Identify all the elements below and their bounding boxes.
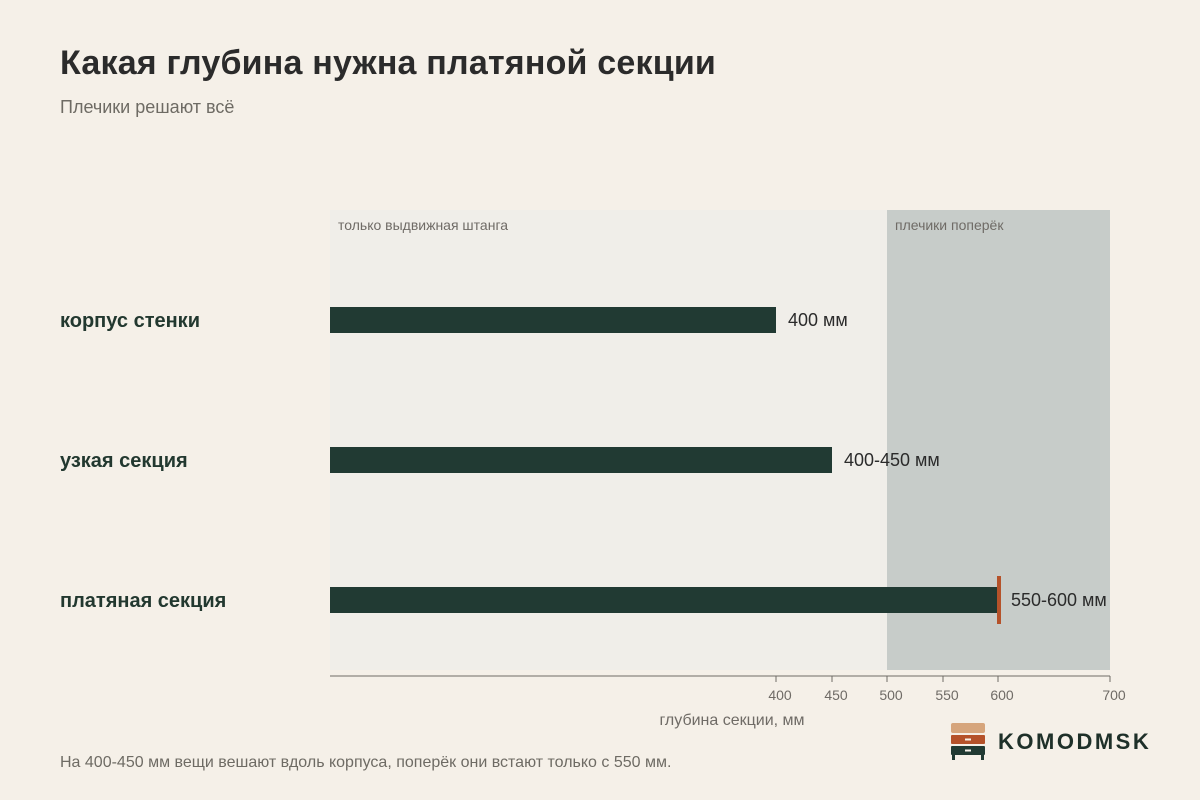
bar — [330, 307, 776, 333]
category-label: платяная секция — [60, 590, 226, 612]
brand-name: KOMODMSK — [998, 729, 1152, 754]
x-tick-label: 450 — [824, 687, 848, 703]
value-label: 550-600 мм — [1011, 590, 1107, 610]
x-tick-label: 400 — [768, 687, 792, 703]
footnote: На 400-450 мм вещи вешают вдоль корпуса,… — [60, 754, 672, 771]
x-axis-title: глубина секции, мм — [659, 712, 804, 729]
x-tick-label: 550 — [935, 687, 959, 703]
x-tick-label: 700 — [1102, 687, 1126, 703]
x-tick-label: 500 — [879, 687, 903, 703]
x-tick-label: 600 — [990, 687, 1014, 703]
value-label: 400 мм — [788, 310, 848, 330]
chart-title: Какая глубина нужна платяной секции — [60, 44, 717, 82]
zone-label: только выдвижная штанга — [338, 217, 508, 233]
category-label: корпус стенки — [60, 310, 200, 332]
value-label: 400-450 мм — [844, 450, 940, 470]
bar — [330, 447, 832, 473]
zone-label: плечики поперёк — [895, 217, 1004, 233]
bar-end-marker — [997, 576, 1001, 624]
bar — [330, 587, 998, 613]
chart-subtitle: Плечики решают всё — [60, 97, 235, 117]
category-label: узкая секция — [60, 450, 188, 472]
dresser-icon — [951, 723, 985, 760]
